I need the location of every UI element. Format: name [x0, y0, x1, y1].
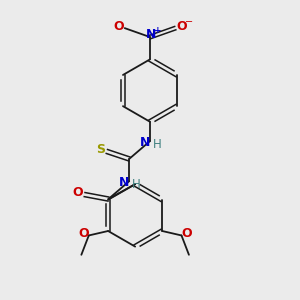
Text: H: H: [132, 178, 141, 191]
Text: N: N: [140, 136, 150, 149]
Text: N: N: [119, 176, 129, 189]
Text: H: H: [153, 138, 162, 151]
Text: O: O: [78, 226, 89, 240]
Text: O: O: [113, 20, 124, 33]
Text: O: O: [176, 20, 187, 33]
Text: S: S: [96, 142, 105, 156]
Text: O: O: [73, 186, 83, 199]
Text: +: +: [154, 26, 162, 35]
Text: N: N: [146, 28, 157, 41]
Text: O: O: [182, 226, 192, 240]
Text: −: −: [185, 17, 193, 27]
